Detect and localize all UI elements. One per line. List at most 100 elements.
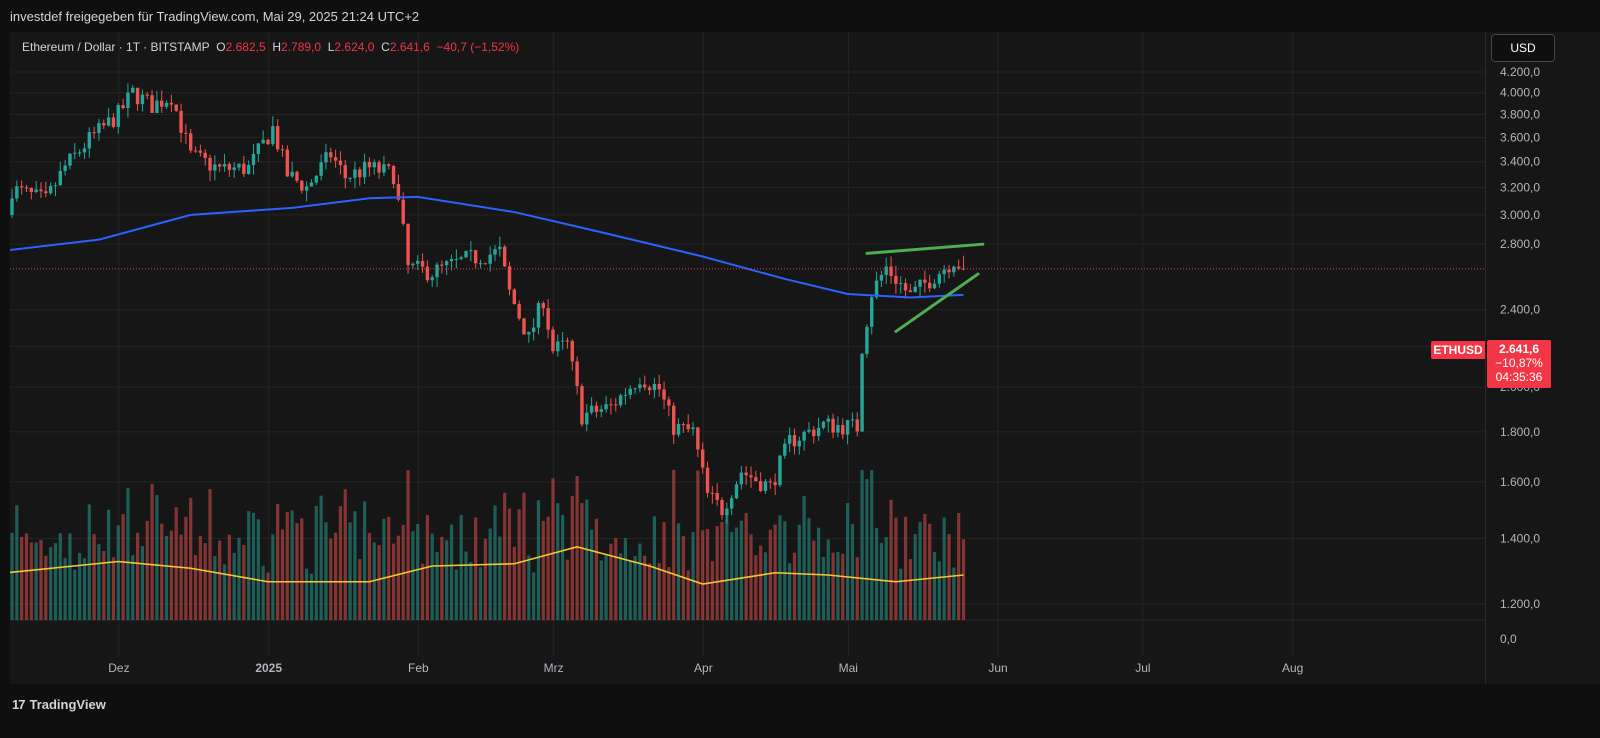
- candle-body: [729, 498, 734, 509]
- volume-bar: [377, 545, 381, 620]
- candle-body: [850, 419, 855, 421]
- volume-bar: [676, 523, 681, 620]
- candle-body: [493, 249, 497, 255]
- candle: [420, 253, 425, 274]
- candle: [681, 422, 686, 433]
- symbol-name[interactable]: Ethereum / Dollar · 1T · BITSTAMP: [22, 40, 210, 54]
- volume-bar: [788, 563, 792, 620]
- candle: [932, 279, 937, 290]
- candle: [696, 426, 700, 458]
- candle-body: [92, 132, 96, 134]
- candle: [531, 318, 536, 341]
- candle: [937, 270, 942, 288]
- candle: [841, 418, 845, 440]
- candle-body: [604, 404, 608, 410]
- volume-bar: [324, 522, 328, 620]
- trendline[interactable]: [865, 242, 985, 255]
- candle: [329, 147, 333, 163]
- currency-button[interactable]: USD: [1491, 34, 1555, 62]
- candle-body: [870, 297, 874, 327]
- footer-bar: [0, 692, 1600, 738]
- candle-body: [387, 164, 391, 166]
- candle-body: [932, 283, 937, 289]
- trendline[interactable]: [894, 272, 980, 333]
- candle-body: [111, 117, 116, 127]
- volume-bar: [797, 524, 801, 620]
- volume-bar: [160, 523, 164, 620]
- candle-body: [391, 165, 396, 185]
- candle: [454, 249, 459, 269]
- candle: [285, 145, 290, 178]
- volume-bar: [319, 495, 323, 620]
- candle: [377, 160, 381, 179]
- moving-average-line[interactable]: [7, 195, 964, 299]
- candle: [942, 265, 946, 283]
- candle-body: [546, 308, 550, 330]
- candle-body: [855, 419, 859, 432]
- candle: [918, 279, 922, 298]
- candle-body: [435, 264, 439, 278]
- price-chart[interactable]: Dez 2025 Feb Mrz Apr Mai Jun Jul Aug: [7, 32, 1485, 684]
- candle: [773, 473, 777, 495]
- candle: [39, 182, 43, 199]
- chart-pane[interactable]: Dez 2025 Feb Mrz Apr Mai Jun Jul Aug: [7, 32, 1485, 684]
- candle: [826, 415, 830, 433]
- volume-bar: [961, 539, 966, 620]
- volume-bar: [855, 557, 859, 620]
- candle: [435, 262, 439, 287]
- candle-body: [889, 266, 893, 276]
- tradingview-logo[interactable]: 17 TradingView: [12, 697, 106, 712]
- candle-body: [700, 449, 705, 468]
- time-tick-label: Jun: [988, 661, 1007, 675]
- volume-bar: [633, 556, 637, 620]
- symbol-legend[interactable]: Ethereum / Dollar · 1T · BITSTAMP O2.682…: [22, 40, 519, 54]
- candle: [309, 179, 314, 187]
- candle-body: [947, 269, 951, 273]
- candle-body: [464, 251, 468, 258]
- volume-bar: [565, 559, 570, 620]
- candle: [691, 421, 695, 436]
- candle: [652, 377, 657, 399]
- candle: [899, 276, 903, 294]
- candle-body: [710, 492, 715, 494]
- candle-body: [580, 385, 584, 425]
- candle-body: [63, 165, 67, 171]
- candle: [135, 87, 140, 111]
- candle: [246, 160, 251, 175]
- candle: [164, 100, 169, 110]
- candle-body: [82, 148, 87, 153]
- candle: [242, 156, 246, 178]
- candle-body: [261, 139, 265, 144]
- volume-bar: [715, 526, 719, 620]
- volume-bar: [329, 538, 333, 620]
- candle: [855, 412, 859, 437]
- volume-bar: [78, 552, 82, 620]
- candle-body: [879, 274, 884, 281]
- candle-body: [169, 102, 174, 105]
- candle-body: [329, 152, 333, 158]
- volume-bar: [20, 536, 24, 620]
- volume-bar: [53, 543, 58, 620]
- candle-body: [536, 303, 541, 328]
- candle-body: [662, 389, 666, 400]
- candle-body: [420, 260, 425, 267]
- candle-body: [237, 163, 241, 168]
- candle: [382, 155, 386, 177]
- candle-body: [343, 165, 347, 179]
- candle-body: [445, 261, 449, 266]
- volume-bar: [845, 502, 850, 620]
- candle: [24, 184, 29, 192]
- volume-bar: [826, 539, 830, 620]
- candle: [126, 83, 130, 118]
- volume-bar: [237, 537, 241, 620]
- candle-body: [696, 427, 700, 450]
- volume-bar: [290, 510, 294, 620]
- volume-bar: [536, 500, 541, 620]
- volume-bar: [10, 532, 14, 620]
- volume-bar: [498, 536, 502, 620]
- volume-bar: [686, 570, 690, 620]
- candle-body: [715, 493, 719, 500]
- candle-body: [522, 318, 526, 335]
- candle: [676, 418, 681, 438]
- candle-body: [106, 117, 111, 126]
